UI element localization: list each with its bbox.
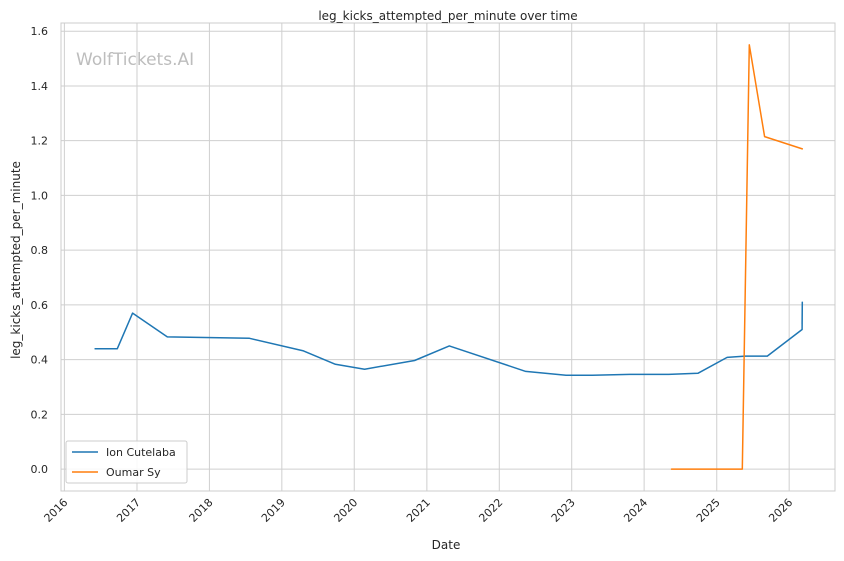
legend-label-oumar-sy: Oumar Sy <box>106 466 161 479</box>
x-axis-label: Date <box>432 538 461 552</box>
y-tick-label: 0.2 <box>31 408 49 421</box>
series-line-ion-cutelaba <box>94 301 804 376</box>
series-lines <box>94 44 804 470</box>
watermark: WolfTickets.AI <box>76 50 194 70</box>
series-line-oumar-sy <box>670 44 804 470</box>
y-tick-label: 1.4 <box>31 80 49 93</box>
chart-title: leg_kicks_attempted_per_minute over time <box>318 9 577 23</box>
y-tick-label: 0.8 <box>31 244 49 257</box>
legend: Ion Cutelaba Oumar Sy <box>65 440 188 484</box>
y-tick-label: 0.6 <box>31 299 49 312</box>
y-tick-labels: 0.0 0.2 0.4 0.6 0.8 1.0 1.2 1.4 1.6 <box>31 25 49 476</box>
legend-label-ion-cutelaba: Ion Cutelaba <box>106 446 176 459</box>
y-axis-label: leg_kicks_attempted_per_minute <box>9 161 23 359</box>
y-tick-label: 0.4 <box>31 354 49 367</box>
grid <box>61 23 835 491</box>
plot-frame <box>60 22 836 492</box>
y-tick-label: 0.0 <box>31 463 49 476</box>
y-tick-label: 1.6 <box>31 25 49 38</box>
y-tick-label: 1.2 <box>31 135 49 148</box>
y-tick-label: 1.0 <box>31 189 49 202</box>
